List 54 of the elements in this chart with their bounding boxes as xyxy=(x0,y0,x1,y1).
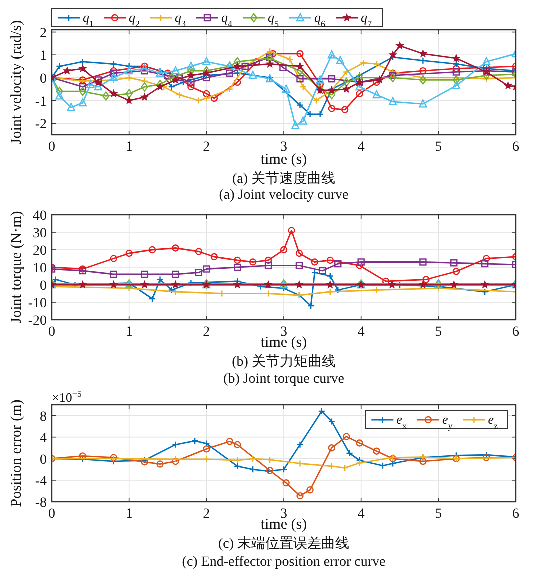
y-axis-title: Joint velocity (rad/s) xyxy=(9,20,25,145)
y-tick-label: 2 xyxy=(40,26,47,42)
y-tick-label: -1 xyxy=(35,94,47,110)
x-axis-title: time (s) xyxy=(260,152,308,168)
y-tick-label: -10 xyxy=(28,296,47,312)
y-axis-title: Joint torque (N·m) xyxy=(9,211,25,324)
legend-label: q$_{6}$ xyxy=(314,10,326,29)
y-tick-label: -2 xyxy=(35,118,47,133)
x-tick-label: 3 xyxy=(280,140,288,155)
x-tick-label: 2 xyxy=(203,325,210,340)
text: (b) Joint torque curve xyxy=(224,372,344,387)
x-tick-label: 1 xyxy=(126,507,133,522)
text: (a) 关节速度曲线 xyxy=(232,171,336,187)
x-tick-label: 6 xyxy=(512,140,520,155)
x-tick-label: 4 xyxy=(358,325,365,340)
y-tick-label: -20 xyxy=(28,314,47,329)
y-tick-label: 0 xyxy=(40,452,47,468)
x-tick-label: 2 xyxy=(203,140,210,155)
text: (c) End-effector position error curve xyxy=(182,555,386,570)
x-tick-label: 6 xyxy=(512,507,520,522)
x-tick-label: 4 xyxy=(358,140,365,155)
x-tick-label: 1 xyxy=(126,140,133,155)
text: (a) Joint velocity curve xyxy=(219,188,349,203)
y-tick-label: 8 xyxy=(40,410,47,425)
x-tick-label: 5 xyxy=(435,325,442,340)
legend-label: e$_{y}$ xyxy=(442,412,454,431)
legend-label: e$_{x}$ xyxy=(396,412,408,431)
x-tick-label: 4 xyxy=(358,507,365,522)
y-axis-title: Position error (m) xyxy=(9,400,25,508)
x-tick-label: 5 xyxy=(435,140,442,155)
x-tick-label: 2 xyxy=(203,507,210,522)
y-tick-label: 40 xyxy=(33,209,47,224)
legend-label: q$_{3}$ xyxy=(175,10,186,29)
legend-label: q$_{2}$ xyxy=(129,10,140,29)
y-tick-label: 1 xyxy=(40,49,47,64)
y-tick-label: 4 xyxy=(40,431,47,446)
y-tick-label: 0 xyxy=(40,72,47,87)
legend-label: q$_{4}$ xyxy=(222,10,233,29)
legend-label: q$_{5}$ xyxy=(268,10,280,29)
legend-label: e$_{z}$ xyxy=(488,412,498,431)
text: (c) 末端位置误差曲线 xyxy=(218,536,350,552)
legend-label: q$_{7}$ xyxy=(361,10,372,29)
text: (b) 关节力矩曲线 xyxy=(232,354,336,370)
x-tick-label: 1 xyxy=(126,325,133,340)
chart-subtitle: ×10$^{−5}$ xyxy=(52,389,82,405)
legend-label: q$_{1}$ xyxy=(83,10,94,29)
y-tick-label: 30 xyxy=(33,226,47,242)
x-tick-label: 5 xyxy=(435,507,442,522)
x-tick-label: 6 xyxy=(512,325,520,340)
y-tick-label: -4 xyxy=(35,474,47,490)
y-tick-label: -8 xyxy=(35,496,47,511)
y-tick-label: 20 xyxy=(33,244,47,259)
y-tick-label: 10 xyxy=(33,262,47,276)
y-tick-label: 0 xyxy=(40,279,47,294)
